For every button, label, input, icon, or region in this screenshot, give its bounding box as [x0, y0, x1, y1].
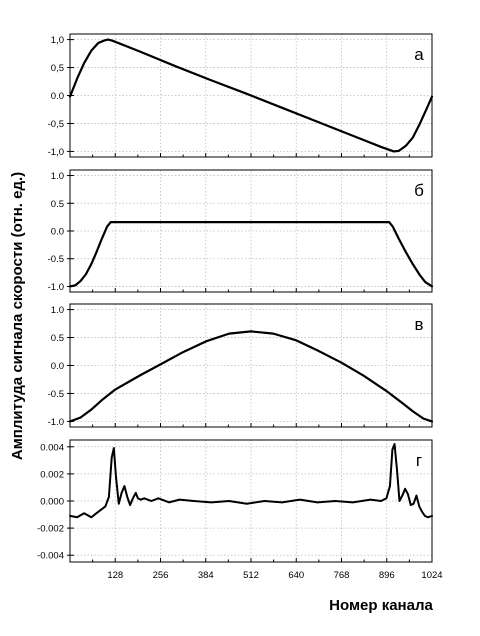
x-tick-label-5: 768	[334, 570, 350, 581]
panels-layer: 1,0 0,5 0.0 -0,5 -1,0 а 1.0 0.5 0.0 -0.5 -1.0 б 1.0 0…	[37, 33, 443, 581]
y-tick-label-a-2: 0.0	[51, 91, 64, 102]
series-line-c-0	[68, 330, 434, 423]
y-tick-label-a-3: -0,5	[48, 119, 64, 130]
y-tick-label-c-4: -1.0	[48, 417, 64, 428]
panel-a: 1,0 0,5 0.0 -0,5 -1,0 а	[48, 33, 434, 158]
series-line-b-0	[68, 221, 434, 288]
x-tick-label-3: 512	[243, 570, 259, 581]
x-tick-labels: 128 256 384 512 640 768 896 1024	[107, 570, 442, 581]
series-line-d-0	[69, 443, 433, 519]
y-tick-label-d-4: -0.004	[37, 551, 64, 562]
y-tick-label-d-3: -0.002	[37, 524, 64, 535]
panel-label-b: б	[414, 181, 424, 200]
panel-label-a: а	[414, 45, 424, 64]
y-tick-label-a-4: -1,0	[48, 147, 64, 158]
y-tick-label-b-1: 0.5	[51, 199, 64, 210]
y-tick-label-d-2: 0.000	[40, 497, 64, 508]
y-tick-label-b-2: 0.0	[51, 227, 64, 238]
panel-label-d: г	[416, 451, 422, 470]
y-tick-label-a-0: 1,0	[51, 35, 64, 46]
x-tick-label-6: 896	[379, 570, 395, 581]
y-tick-label-c-2: 0.0	[51, 361, 64, 372]
series-line-a-0	[68, 38, 434, 153]
y-tick-label-c-1: 0.5	[51, 333, 64, 344]
y-axis-title: Амплитуда сигнала скорости (отн. ед.)	[9, 172, 26, 460]
y-tick-label-b-3: -0.5	[48, 254, 64, 265]
y-tick-label-b-0: 1.0	[51, 171, 64, 182]
x-tick-label-1: 256	[153, 570, 169, 581]
x-tick-label-0: 128	[107, 570, 123, 581]
y-tick-label-a-1: 0,5	[51, 63, 64, 74]
x-axis-title: Номер канала	[329, 597, 433, 614]
panel-c: 1.0 0.5 0.0 -0.5 -1.0 в	[48, 303, 434, 428]
x-tick-label-2: 384	[198, 570, 214, 581]
y-tick-label-c-0: 1.0	[51, 305, 64, 316]
panel-label-c: в	[414, 315, 423, 334]
y-tick-label-d-1: 0.002	[40, 469, 64, 480]
y-tick-label-d-0: 0.004	[40, 442, 64, 453]
panel-d: 0.004 0.002 0.000 -0.002 -0.004 г	[37, 439, 433, 563]
y-tick-label-c-3: -0.5	[48, 389, 64, 400]
x-tick-label-4: 640	[288, 570, 304, 581]
x-tick-label-7: 1024	[421, 570, 442, 581]
y-tick-label-b-4: -1.0	[48, 282, 64, 293]
panel-b: 1.0 0.5 0.0 -0.5 -1.0 б	[48, 169, 434, 293]
